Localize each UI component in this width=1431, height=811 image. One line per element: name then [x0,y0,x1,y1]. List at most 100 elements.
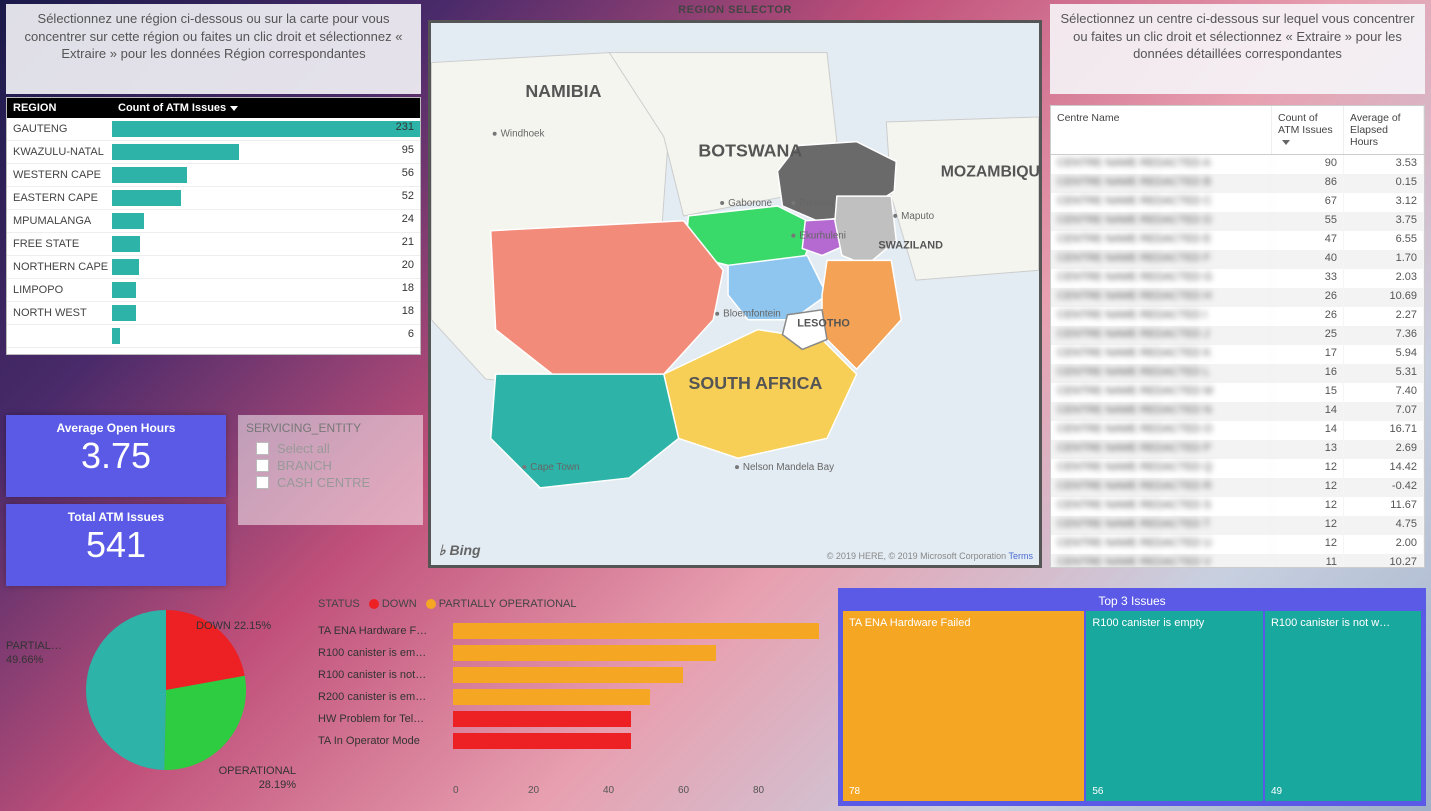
table-row[interactable]: CENTRE NAME REDACTED N147.07 [1051,402,1424,421]
pie-label-operational: OPERATIONAL28.19% [186,765,296,793]
table-row[interactable]: CENTRE NAME REDACTED G332.03 [1051,269,1424,288]
bing-logo: ♭ Bing [439,542,481,559]
pie-slice[interactable] [86,610,166,770]
slicer-option[interactable]: BRANCH [256,458,415,473]
svg-text:LESOTHO: LESOTHO [797,318,850,330]
table-row[interactable]: CENTRE NAME REDACTED H2610.69 [1051,288,1424,307]
checkbox-icon[interactable] [256,442,269,455]
table-row[interactable]: WESTERN CAPE56 [7,164,420,187]
table-row[interactable]: CENTRE NAME REDACTED I262.27 [1051,307,1424,326]
table-row[interactable]: CENTRE NAME REDACTED V1110.27 [1051,554,1424,567]
table-row[interactable]: CENTRE NAME REDACTED S1211.67 [1051,497,1424,516]
hbar-row[interactable]: R100 canister is not… [318,664,828,686]
svg-text:Ekurhuleni: Ekurhuleni [799,231,846,242]
centre-instructions: Sélectionnez un centre ci-dessous sur le… [1050,4,1425,94]
table-row[interactable]: CENTRE NAME REDACTED O1416.71 [1051,421,1424,440]
centre-table-header: Centre Name Count of ATM Issues Average … [1051,106,1424,155]
svg-text:MOZAMBIQUE: MOZAMBIQUE [941,163,1039,180]
card-avg-value: 3.75 [6,435,226,477]
centre-header-name[interactable]: Centre Name [1051,106,1272,154]
table-row[interactable]: CENTRE NAME REDACTED R12-0.42 [1051,478,1424,497]
table-row[interactable]: GAUTENG231 [7,118,420,141]
hbar-row[interactable]: R100 canister is em… [318,642,828,664]
slicer-title: SERVICING_ENTITY [246,421,415,435]
region-table-body: GAUTENG231KWAZULU-NATAL95WESTERN CAPE56E… [7,118,420,348]
map-terms-link[interactable]: Terms [1009,551,1034,561]
svg-text:SWAZILAND: SWAZILAND [878,240,943,252]
table-row[interactable]: CENTRE NAME REDACTED T124.75 [1051,516,1424,535]
card-total-atm-issues[interactable]: Total ATM Issues 541 [6,504,226,586]
card-avg-label: Average Open Hours [6,421,226,435]
table-row[interactable]: EASTERN CAPE52 [7,187,420,210]
table-row[interactable]: KWAZULU-NATAL95 [7,141,420,164]
pie-label-down: DOWN 22.15% [196,620,271,634]
legend-dot-down [369,599,379,609]
table-row[interactable]: CENTRE NAME REDACTED D553.75 [1051,212,1424,231]
centre-header-count[interactable]: Count of ATM Issues [1272,106,1344,154]
treemap-tile[interactable]: TA ENA Hardware Failed78 [843,611,1084,801]
legend-dot-partial [426,599,436,609]
issues-bar-chart[interactable]: STATUS DOWN PARTIALLY OPERATIONAL TA ENA… [318,598,828,808]
card-total-value: 541 [6,524,226,566]
table-row[interactable]: CENTRE NAME REDACTED K175.94 [1051,345,1424,364]
treemap-tile[interactable]: R100 canister is empty56 [1086,611,1263,801]
treemap-title: Top 3 Issues [841,591,1423,611]
region-header-count[interactable]: Count of ATM Issues [112,98,420,118]
servicing-entity-slicer[interactable]: SERVICING_ENTITY Select all BRANCH CASH CE… [238,415,423,525]
region-instructions: Sélectionnez une région ci-dessous ou su… [6,4,421,94]
status-pie-chart[interactable]: DOWN 22.15% OPERATIONAL28.19% PARTIAL…49… [6,600,316,805]
table-row[interactable]: CENTRE NAME REDACTED J257.36 [1051,326,1424,345]
table-row[interactable]: NORTH WEST18 [7,302,420,325]
svg-text:Maputo: Maputo [901,211,934,222]
svg-text:NAMIBIA: NAMIBIA [525,81,601,101]
card-average-open-hours[interactable]: Average Open Hours 3.75 [6,415,226,497]
hbar-row[interactable]: R200 canister is em… [318,686,828,708]
svg-text:SOUTH AFRICA: SOUTH AFRICA [689,373,823,393]
hbar-x-axis: 020406080 [453,785,828,796]
svg-text:Bloemfontein: Bloemfontein [723,309,781,320]
table-row[interactable]: CENTRE NAME REDACTED P132.69 [1051,440,1424,459]
centre-table[interactable]: Centre Name Count of ATM Issues Average … [1050,105,1425,568]
sort-desc-icon [230,106,238,111]
table-row[interactable]: CENTRE NAME REDACTED Q1214.42 [1051,459,1424,478]
table-row[interactable]: CENTRE NAME REDACTED A903.53 [1051,155,1424,174]
checkbox-icon[interactable] [256,476,269,489]
table-row[interactable]: CENTRE NAME REDACTED U122.00 [1051,535,1424,554]
map-title: REGION SELECTOR [428,4,1042,16]
hbar-row[interactable]: HW Problem for Tel… [318,708,828,730]
svg-text:Gaborone: Gaborone [728,198,772,209]
table-row[interactable]: LIMPOPO18 [7,279,420,302]
centre-table-body: CENTRE NAME REDACTED A903.53CENTRE NAME … [1051,155,1424,567]
table-row[interactable]: CENTRE NAME REDACTED F401.70 [1051,250,1424,269]
centre-header-avg[interactable]: Average of Elapsed Hours [1344,106,1424,154]
slicer-option[interactable]: Select all [256,441,415,456]
table-row[interactable]: FREE STATE21 [7,233,420,256]
hbar-legend: STATUS DOWN PARTIALLY OPERATIONAL [318,598,828,610]
table-row[interactable]: CENTRE NAME REDACTED B860.15 [1051,174,1424,193]
region-header-region[interactable]: REGION [7,98,112,118]
top-issues-treemap[interactable]: Top 3 Issues TA ENA Hardware Failed78R10… [838,588,1426,806]
table-row[interactable]: NORTHERN CAPE20 [7,256,420,279]
table-row[interactable]: MPUMALANGA24 [7,210,420,233]
checkbox-icon[interactable] [256,459,269,472]
hbar-row[interactable]: TA In Operator Mode [318,730,828,752]
svg-text:Cape Town: Cape Town [530,462,579,473]
slicer-option[interactable]: CASH CENTRE [256,475,415,490]
table-row[interactable]: CENTRE NAME REDACTED L165.31 [1051,364,1424,383]
region-selector-map[interactable]: NAMIBIA BOTSWANA MOZAMBIQUE SWAZILAND LESOTH… [428,20,1042,568]
table-row[interactable]: CENTRE NAME REDACTED C673.12 [1051,193,1424,212]
sort-desc-icon [1282,140,1290,145]
region-table-header: REGION Count of ATM Issues [7,98,420,118]
hbar-row[interactable]: TA ENA Hardware F… [318,620,828,642]
table-row[interactable]: CENTRE NAME REDACTED E476.55 [1051,231,1424,250]
svg-text:Pretoria: Pretoria [799,198,834,209]
svg-text:Windhoek: Windhoek [501,129,545,140]
card-total-label: Total ATM Issues [6,510,226,524]
table-row[interactable]: CENTRE NAME REDACTED M157.40 [1051,383,1424,402]
region-table[interactable]: REGION Count of ATM Issues GAUTENG231KWA… [6,97,421,355]
table-row[interactable]: 6 [7,325,420,348]
svg-text:BOTSWANA: BOTSWANA [698,141,802,161]
pie-slice[interactable] [164,676,246,770]
pie-label-partial: PARTIAL…49.66% [6,640,62,668]
treemap-tile[interactable]: R100 canister is not w…49 [1265,611,1421,801]
